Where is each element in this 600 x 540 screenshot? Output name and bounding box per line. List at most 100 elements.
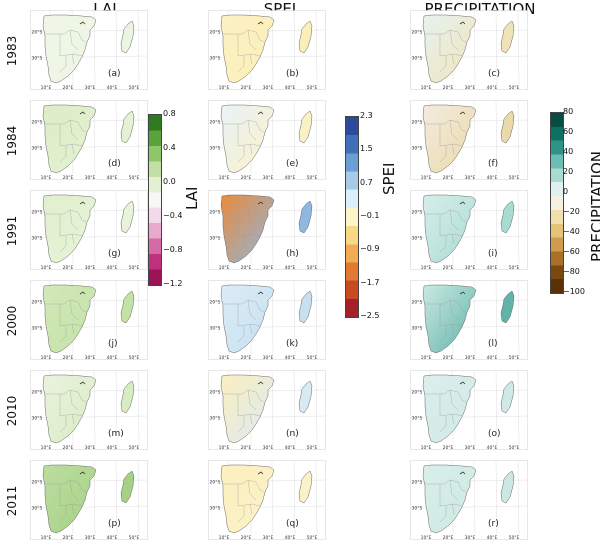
- lat-tick: 20°S: [32, 390, 43, 396]
- panel-label: (m): [108, 429, 124, 439]
- map-panel-precip: 20°S 30°S 10°E 20°E 30°E 40°E 50°E (c): [410, 10, 528, 90]
- map-panel-spei: 20°S 30°S 10°E 20°E 30°E 40°E 50°E (k): [208, 280, 326, 360]
- colorbar-tick: −20: [563, 207, 580, 216]
- colorbar-tick: −1.2: [163, 279, 183, 288]
- lon-tick: 40°E: [285, 535, 296, 540]
- lon-tick: 30°E: [85, 355, 96, 360]
- panel-label: (a): [108, 69, 121, 79]
- lon-tick: 40°E: [285, 355, 296, 360]
- lon-tick: 50°E: [509, 85, 520, 90]
- africa-landmass: [422, 104, 477, 174]
- africa-landmass: [422, 284, 477, 354]
- lon-tick: 20°E: [443, 265, 454, 270]
- colorbar-tick: 1.5: [360, 144, 373, 154]
- panel-label: (i): [488, 249, 498, 259]
- lon-tick: 30°E: [263, 445, 274, 450]
- lat-tick: 30°S: [210, 236, 221, 242]
- lat-tick: 30°S: [210, 146, 221, 152]
- map-panel-precip: 20°S 30°S 10°E 20°E 30°E 40°E 50°E (o): [410, 370, 528, 450]
- lat-tick: 30°S: [210, 56, 221, 62]
- lat-tick: 20°S: [210, 390, 221, 396]
- lat-tick: 30°S: [210, 326, 221, 332]
- colorbar-lai: [148, 114, 162, 286]
- colorbar-tick: −100: [563, 287, 585, 296]
- lon-tick: 20°E: [241, 445, 252, 450]
- lon-tick: 30°E: [263, 175, 274, 180]
- colorbar-tick: −0.1: [360, 211, 380, 220]
- lon-tick: 50°E: [307, 445, 318, 450]
- colorbar-spei: [345, 116, 359, 318]
- madagascar: [298, 380, 313, 414]
- lon-tick: 10°E: [421, 175, 432, 180]
- lon-tick: 20°E: [63, 175, 74, 180]
- africa-landmass: [42, 374, 97, 444]
- map-panel-precip: 20°S 30°S 10°E 20°E 30°E 40°E 50°E (i): [410, 190, 528, 270]
- year-label: 1984: [5, 125, 19, 157]
- year-label: 2010: [5, 395, 19, 427]
- colorbar-tick: −0.4: [163, 211, 183, 220]
- lon-tick: 40°E: [285, 85, 296, 90]
- lon-tick: 50°E: [129, 85, 140, 90]
- lat-tick: 30°S: [210, 416, 221, 422]
- lat-tick: 20°S: [32, 210, 43, 216]
- lat-tick: 20°S: [412, 30, 423, 36]
- map-panel-precip: 20°S 30°S 10°E 20°E 30°E 40°E 50°E (f): [410, 100, 528, 180]
- colorbar-title: LAI: [183, 186, 201, 210]
- map-panel-precip: 20°S 30°S 10°E 20°E 30°E 40°E 50°E (r): [410, 460, 528, 540]
- colorbar-tick: −40: [563, 227, 580, 236]
- madagascar: [120, 290, 135, 324]
- colorbar-tick: 80: [563, 107, 574, 116]
- madagascar: [500, 290, 515, 324]
- map-panel-lai: 20°S 30°S 10°E 20°E 30°E 40°E 50°E (a): [30, 10, 148, 90]
- lat-tick: 30°S: [32, 416, 43, 422]
- colorbar-tick: 0: [563, 187, 569, 196]
- lon-tick: 20°E: [63, 445, 74, 450]
- africa-landmass: [422, 464, 477, 534]
- lon-tick: 30°E: [465, 445, 476, 450]
- africa-landmass: [42, 464, 97, 534]
- lat-tick: 20°S: [412, 210, 423, 216]
- lat-tick: 20°S: [32, 480, 43, 486]
- africa-landmass: [220, 14, 275, 84]
- lon-tick: 10°E: [421, 85, 432, 90]
- lon-tick: 30°E: [85, 535, 96, 540]
- year-label: 1983: [5, 35, 19, 67]
- lon-tick: 10°E: [41, 175, 52, 180]
- lon-tick: 50°E: [509, 265, 520, 270]
- colorbar-tick: 0.8: [163, 109, 176, 118]
- lon-tick: 20°E: [63, 535, 74, 540]
- colorbar-title: SPEI: [380, 162, 398, 195]
- colorbar-tick: −0.9: [360, 244, 380, 254]
- lat-tick: 20°S: [210, 300, 221, 306]
- lon-tick: 40°E: [487, 535, 498, 540]
- madagascar: [500, 380, 515, 414]
- lon-tick: 50°E: [307, 175, 318, 180]
- africa-landmass: [220, 104, 275, 174]
- lon-tick: 30°E: [85, 265, 96, 270]
- lon-tick: 30°E: [465, 535, 476, 540]
- lon-tick: 30°E: [465, 175, 476, 180]
- colorbar-tick: −60: [563, 247, 580, 256]
- africa-landmass: [422, 374, 477, 444]
- lon-tick: 10°E: [421, 535, 432, 540]
- lon-tick: 30°E: [263, 535, 274, 540]
- map-panel-lai: 20°S 30°S 10°E 20°E 30°E 40°E 50°E (p): [30, 460, 148, 540]
- lon-tick: 30°E: [85, 445, 96, 450]
- lon-tick: 20°E: [443, 535, 454, 540]
- panel-label: (c): [488, 69, 500, 79]
- lon-tick: 30°E: [85, 85, 96, 90]
- panel-label: (b): [286, 69, 299, 79]
- panel-label: (f): [488, 159, 498, 169]
- colorbar-title: PRECIPITATION: [588, 150, 600, 262]
- panel-label: (g): [108, 249, 121, 259]
- africa-landmass: [220, 194, 275, 264]
- panel-label: (e): [286, 159, 299, 169]
- map-panel-lai: 20°S 30°S 10°E 20°E 30°E 40°E 50°E (g): [30, 190, 148, 270]
- map-panel-lai: 20°S 30°S 10°E 20°E 30°E 40°E 50°E (d): [30, 100, 148, 180]
- lat-tick: 20°S: [412, 480, 423, 486]
- lon-tick: 10°E: [219, 445, 230, 450]
- africa-landmass: [422, 14, 477, 84]
- africa-landmass: [42, 14, 97, 84]
- panel-label: (j): [108, 339, 118, 349]
- lon-tick: 40°E: [487, 175, 498, 180]
